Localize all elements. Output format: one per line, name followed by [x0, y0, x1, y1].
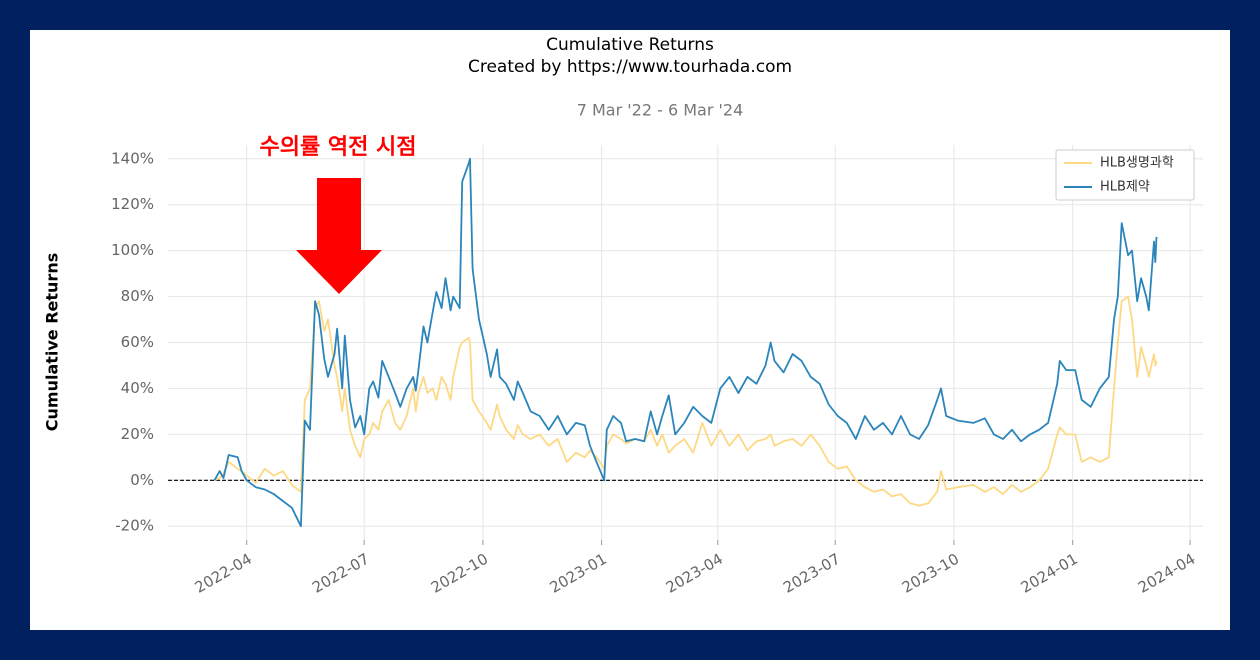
series-line — [213, 157, 1158, 528]
y-tick-label: 80% — [121, 287, 154, 305]
y-tick-label: 0% — [130, 471, 154, 489]
legend-label: HLB제약 — [1100, 180, 1150, 195]
panel — [30, 30, 1230, 630]
y-axis-label: Cumulative Returns — [43, 253, 62, 431]
y-tick-label: 100% — [111, 241, 154, 259]
y-tick-label: 20% — [121, 425, 154, 443]
y-tick-label: 40% — [121, 379, 154, 397]
y-tick-label: 60% — [121, 333, 154, 351]
annotation-arrow — [296, 178, 382, 294]
y-tick-label: 120% — [111, 195, 154, 213]
legend-label: HLB생명과학 — [1100, 156, 1174, 171]
legend: HLB생명과학 HLB제약 — [1055, 149, 1195, 201]
annotation: 수의률 역전 시점 — [260, 135, 417, 160]
date-range: 7 Mar '22 - 6 Mar '24 — [577, 101, 744, 120]
chart-subtitle: Created by https://www.tourhada.com — [468, 57, 792, 77]
y-tick-label: -20% — [115, 517, 154, 535]
chart-title: Cumulative Returns — [546, 35, 714, 55]
y-tick-label: 140% — [111, 149, 154, 167]
series-line — [214, 295, 1158, 507]
